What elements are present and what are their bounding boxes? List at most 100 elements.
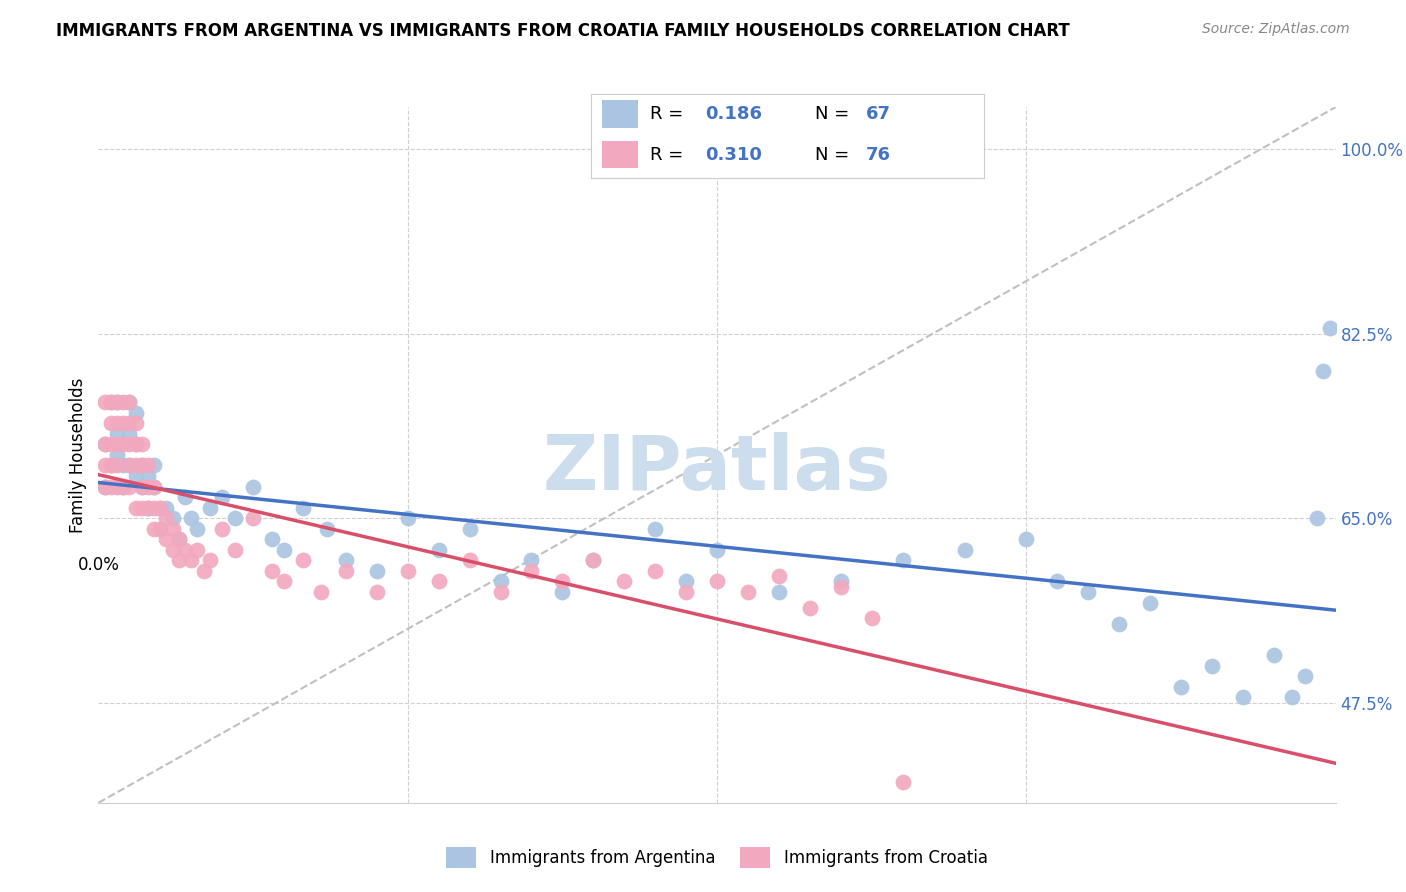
Text: R =: R = <box>650 105 689 123</box>
Point <box>105 395 128 409</box>
Point <box>706 542 728 557</box>
Point <box>93 479 115 493</box>
Text: 0.310: 0.310 <box>704 145 762 163</box>
Point <box>93 458 115 473</box>
Point <box>112 479 135 493</box>
Point <box>105 479 128 493</box>
Point <box>260 564 283 578</box>
Text: R =: R = <box>650 145 689 163</box>
Point <box>118 437 141 451</box>
Point <box>891 553 914 567</box>
Point <box>124 406 146 420</box>
Point <box>100 479 122 493</box>
Point <box>100 417 122 431</box>
Point <box>118 458 141 473</box>
Point <box>105 458 128 473</box>
Point <box>316 522 339 536</box>
Point <box>1139 595 1161 609</box>
Point <box>1294 669 1316 683</box>
Point <box>260 533 283 547</box>
Point <box>100 458 122 473</box>
Point <box>582 553 605 567</box>
Point <box>366 564 388 578</box>
Point <box>186 542 208 557</box>
Point <box>675 574 697 589</box>
Point <box>100 395 122 409</box>
Point <box>520 564 543 578</box>
Point <box>136 469 159 483</box>
Text: ZIPatlas: ZIPatlas <box>543 432 891 506</box>
Point <box>427 574 450 589</box>
Point <box>1263 648 1285 663</box>
Point <box>167 533 190 547</box>
Point <box>143 479 166 493</box>
Bar <box>602 101 638 128</box>
Point <box>644 522 666 536</box>
Point <box>136 500 159 515</box>
Point <box>273 574 295 589</box>
Point <box>112 437 135 451</box>
Point <box>162 511 184 525</box>
Point <box>198 553 221 567</box>
Point <box>100 395 122 409</box>
Point <box>162 522 184 536</box>
Point <box>131 437 153 451</box>
Point <box>291 553 314 567</box>
Point <box>131 479 153 493</box>
Point <box>112 395 135 409</box>
Point <box>891 774 914 789</box>
Point <box>155 511 177 525</box>
Point <box>1201 658 1223 673</box>
Point <box>118 426 141 441</box>
Point <box>335 553 357 567</box>
Point <box>768 569 790 583</box>
Point <box>489 585 512 599</box>
Point <box>167 533 190 547</box>
Point <box>193 564 215 578</box>
Point <box>551 585 574 599</box>
Point <box>143 522 166 536</box>
Point <box>124 500 146 515</box>
Point <box>149 522 172 536</box>
Point <box>118 395 141 409</box>
Point <box>458 553 481 567</box>
Point <box>174 490 197 504</box>
Point <box>242 479 264 493</box>
Point <box>105 417 128 431</box>
Point <box>118 458 141 473</box>
Point <box>1306 511 1329 525</box>
Point <box>211 522 233 536</box>
Point <box>149 500 172 515</box>
Text: Source: ZipAtlas.com: Source: ZipAtlas.com <box>1202 22 1350 37</box>
Point <box>105 395 128 409</box>
Point <box>136 500 159 515</box>
Point <box>93 437 115 451</box>
Point <box>118 479 141 493</box>
Legend: Immigrants from Argentina, Immigrants from Croatia: Immigrants from Argentina, Immigrants fr… <box>440 841 994 874</box>
Text: IMMIGRANTS FROM ARGENTINA VS IMMIGRANTS FROM CROATIA FAMILY HOUSEHOLDS CORRELATI: IMMIGRANTS FROM ARGENTINA VS IMMIGRANTS … <box>56 22 1070 40</box>
Point <box>613 574 636 589</box>
Point <box>458 522 481 536</box>
Point <box>396 511 419 525</box>
Point <box>155 500 177 515</box>
Point <box>1046 574 1069 589</box>
Text: N =: N = <box>815 105 855 123</box>
Text: N =: N = <box>815 145 855 163</box>
Point <box>427 542 450 557</box>
Point <box>131 479 153 493</box>
Point <box>93 437 115 451</box>
Point <box>93 479 115 493</box>
Point <box>124 458 146 473</box>
Point <box>1319 321 1341 335</box>
Point <box>489 574 512 589</box>
Point <box>143 458 166 473</box>
Text: 0.186: 0.186 <box>704 105 762 123</box>
Text: 0.0%: 0.0% <box>77 556 120 574</box>
Point <box>1312 363 1334 377</box>
Point <box>520 553 543 567</box>
Point <box>105 426 128 441</box>
Point <box>1015 533 1038 547</box>
Point <box>174 542 197 557</box>
Point <box>118 395 141 409</box>
Point <box>224 511 246 525</box>
